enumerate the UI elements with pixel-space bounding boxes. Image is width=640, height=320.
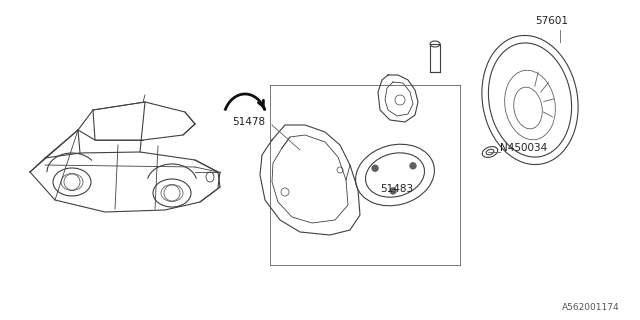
Text: N450034: N450034 — [500, 143, 547, 153]
Text: 51483: 51483 — [380, 184, 413, 194]
Bar — [430, 44, 440, 72]
Circle shape — [390, 188, 396, 194]
Circle shape — [410, 163, 416, 169]
Text: 51478: 51478 — [232, 117, 265, 127]
Text: 57601: 57601 — [535, 16, 568, 26]
Circle shape — [372, 165, 378, 171]
Text: A562001174: A562001174 — [563, 303, 620, 312]
